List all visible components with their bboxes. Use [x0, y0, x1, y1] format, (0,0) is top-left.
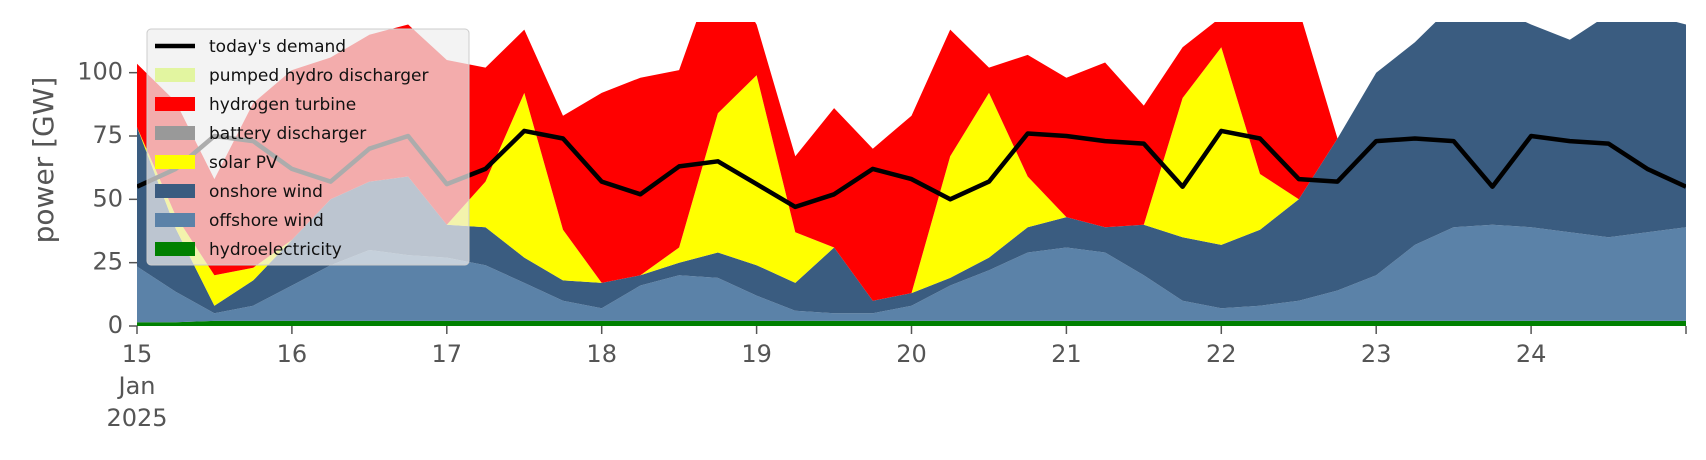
- y-tick-label: 75: [92, 121, 123, 149]
- y-tick-label: 0: [108, 311, 123, 339]
- legend-label: battery discharger: [209, 124, 366, 144]
- legend-label: offshore wind: [209, 211, 324, 231]
- legend-label: today's demand: [209, 37, 346, 57]
- x-tick-label: 21: [1051, 340, 1082, 368]
- axes: 0 25 50 75 100 15 Jan 2025 16 17 18 19 20 21 22 23 24: [77, 58, 1687, 432]
- x-tick-label: 20: [896, 340, 927, 368]
- x-tick-label: 17: [432, 340, 463, 368]
- area-hydrogen-turbine: [137, 22, 1686, 301]
- legend-label: hydroelectricity: [209, 240, 342, 260]
- y-tick-label: 50: [92, 184, 123, 212]
- legend-swatch: [155, 97, 195, 111]
- legend-label: onshore wind: [209, 182, 323, 202]
- legend-label: hydrogen turbine: [209, 95, 356, 115]
- x-tick-label: 22: [1206, 340, 1237, 368]
- y-tick-label: 100: [77, 58, 123, 86]
- x-tick-sublabel: Jan: [117, 372, 156, 400]
- area-offshore-wind: [137, 224, 1686, 323]
- x-tick-label: 19: [741, 340, 772, 368]
- legend-box: [146, 28, 470, 266]
- area-solar-pv: [137, 22, 1686, 306]
- legend-swatch: [155, 242, 195, 256]
- legend-label: solar PV: [209, 153, 278, 173]
- x-tick-label: 23: [1361, 340, 1392, 368]
- x-tick-label: 16: [277, 340, 308, 368]
- y-axis-title: power [GW]: [27, 77, 60, 244]
- x-tick-label: 15: [122, 340, 153, 368]
- y-tick-label: 25: [92, 248, 123, 276]
- legend-swatch: [155, 155, 195, 169]
- legend-swatch: [155, 126, 195, 140]
- legend: today's demand pumped hydro discharger hyd…: [146, 28, 470, 266]
- area-hydroelectricity: [137, 320, 1686, 326]
- legend-swatch: [155, 213, 195, 227]
- x-tick-sublabel: 2025: [106, 404, 167, 432]
- x-tick-label: 18: [586, 340, 617, 368]
- stacked-areas: [137, 22, 1686, 326]
- area-onshore-wind: [137, 22, 1686, 314]
- x-tick-label: 24: [1516, 340, 1547, 368]
- legend-label: pumped hydro discharger: [209, 66, 428, 86]
- legend-swatch: [155, 184, 195, 198]
- legend-swatch: [155, 68, 195, 82]
